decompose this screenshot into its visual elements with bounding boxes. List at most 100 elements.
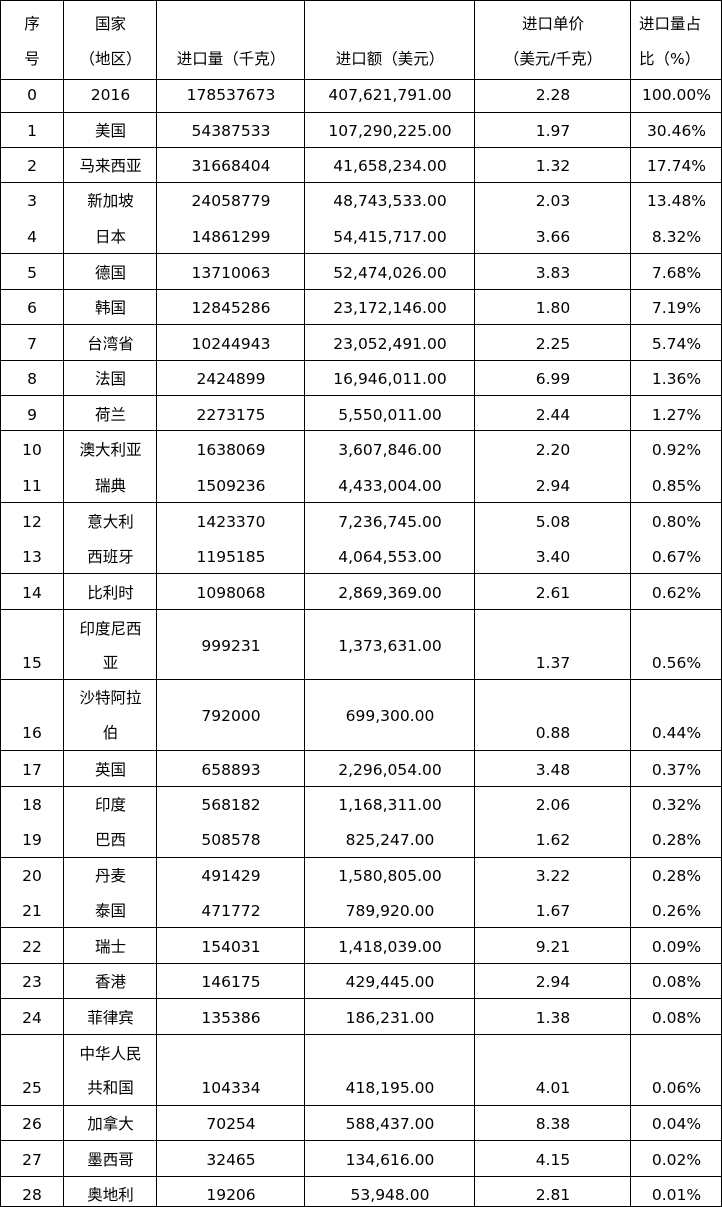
row-share: 5.74% [651, 335, 702, 353]
row-share: 0.92% [651, 441, 702, 459]
row-qty: 1098068 [196, 584, 266, 602]
row-share: 13.48% [646, 192, 707, 210]
column-divider [304, 0, 305, 1207]
row-region: 奥地利 [87, 1186, 134, 1204]
row-divider [0, 573, 722, 574]
row-amount: 186,231.00 [345, 1009, 435, 1027]
row-amount: 1,373,631.00 [338, 637, 442, 655]
row-amount: 23,052,491.00 [333, 335, 447, 353]
header-seq-line2: 号 [24, 50, 40, 68]
row-price: 1.67 [535, 902, 571, 920]
row-region: 新加坡 [87, 192, 134, 210]
row-share: 0.85% [651, 477, 702, 495]
row-divider [0, 750, 722, 751]
row-share: 1.27% [651, 406, 702, 424]
row-divider [0, 1176, 722, 1177]
row-price: 2.94 [535, 477, 571, 495]
row-region: 巴西 [94, 831, 126, 849]
header-amount: 进口额（美元） [335, 50, 445, 68]
row-qty: 1195185 [196, 548, 266, 566]
row-qty: 568182 [201, 796, 261, 814]
row-qty: 14861299 [191, 228, 271, 246]
row-price: 2.25 [535, 335, 571, 353]
row-seq: 2 [27, 157, 37, 175]
row-seq: 10 [22, 441, 42, 459]
row-share: 1.36% [651, 370, 702, 388]
column-divider [156, 0, 157, 1207]
row-price: 1.80 [535, 299, 571, 317]
header-price-line2: （美元/千克） [503, 50, 603, 68]
row-amount: 53,948.00 [350, 1186, 430, 1204]
row-divider [0, 502, 722, 503]
row-share: 0.09% [651, 938, 702, 956]
row-region: 瑞士 [94, 938, 126, 956]
row-seq: 1 [27, 122, 37, 140]
row-qty: 135386 [201, 1009, 261, 1027]
row-seq: 21 [22, 902, 42, 920]
row-region: 比利时 [87, 584, 134, 602]
row-seq: 14 [22, 584, 42, 602]
row-qty: 24058779 [191, 192, 271, 210]
row-amount: 1,580,805.00 [338, 867, 442, 885]
row-qty: 2424899 [196, 370, 266, 388]
row-price: 6.99 [535, 370, 571, 388]
row-region: 英国 [94, 761, 126, 779]
row-amount: 5,550,011.00 [338, 406, 442, 424]
row-qty: 1638069 [196, 441, 266, 459]
header-price-line1: 进口单价 [521, 15, 584, 33]
row-qty: 19206 [206, 1186, 256, 1204]
row-share: 7.19% [651, 299, 702, 317]
row-share: 0.28% [651, 867, 702, 885]
row-seq: 4 [27, 228, 37, 246]
row-region-line2: 亚 [102, 654, 119, 672]
row-seq: 25 [22, 1079, 42, 1097]
header-region-line2: （地区） [79, 50, 142, 68]
row-amount: 134,616.00 [345, 1151, 435, 1169]
row-seq: 26 [22, 1115, 42, 1133]
row-divider [0, 147, 722, 148]
row-divider [0, 0, 722, 1]
row-share: 0.56% [651, 654, 702, 672]
row-qty: 104334 [201, 1079, 261, 1097]
row-price: 1.97 [535, 122, 571, 140]
row-price: 3.66 [535, 228, 571, 246]
row-share: 30.46% [646, 122, 707, 140]
row-amount: 1,418,039.00 [338, 938, 442, 956]
row-divider [0, 609, 722, 610]
row-seq: 23 [22, 973, 42, 991]
row-qty: 54387533 [191, 122, 271, 140]
row-amount: 107,290,225.00 [328, 122, 452, 140]
row-price: 2.94 [535, 973, 571, 991]
row-qty: 2273175 [196, 406, 266, 424]
row-share: 0.28% [651, 831, 702, 849]
row-seq: 28 [22, 1186, 42, 1204]
row-qty: 792000 [201, 707, 261, 725]
row-seq: 18 [22, 796, 42, 814]
row-share: 100.00% [642, 86, 711, 104]
row-share: 0.04% [651, 1115, 702, 1133]
row-amount: 699,300.00 [345, 707, 435, 725]
row-region: 美国 [94, 122, 126, 140]
row-divider [0, 253, 722, 254]
row-region: 香港 [94, 973, 126, 991]
column-divider [0, 0, 1, 1207]
row-seq: 3 [27, 192, 37, 210]
row-qty: 31668404 [191, 157, 271, 175]
row-seq: 17 [22, 761, 42, 779]
row-region: 德国 [94, 264, 126, 282]
row-amount: 789,920.00 [345, 902, 435, 920]
row-price: 3.22 [535, 867, 571, 885]
row-seq: 24 [22, 1009, 42, 1027]
row-price: 2.28 [535, 86, 571, 104]
row-seq: 9 [27, 406, 37, 424]
row-region: 意大利 [87, 513, 134, 531]
row-price: 2.61 [535, 584, 571, 602]
row-qty: 491429 [201, 867, 261, 885]
row-qty: 999231 [201, 637, 261, 655]
row-region: 韩国 [94, 299, 126, 317]
row-price: 4.15 [535, 1151, 571, 1169]
row-qty: 70254 [206, 1115, 256, 1133]
row-seq: 12 [22, 513, 42, 531]
row-region: 法国 [94, 370, 126, 388]
row-price: 5.08 [535, 513, 571, 531]
